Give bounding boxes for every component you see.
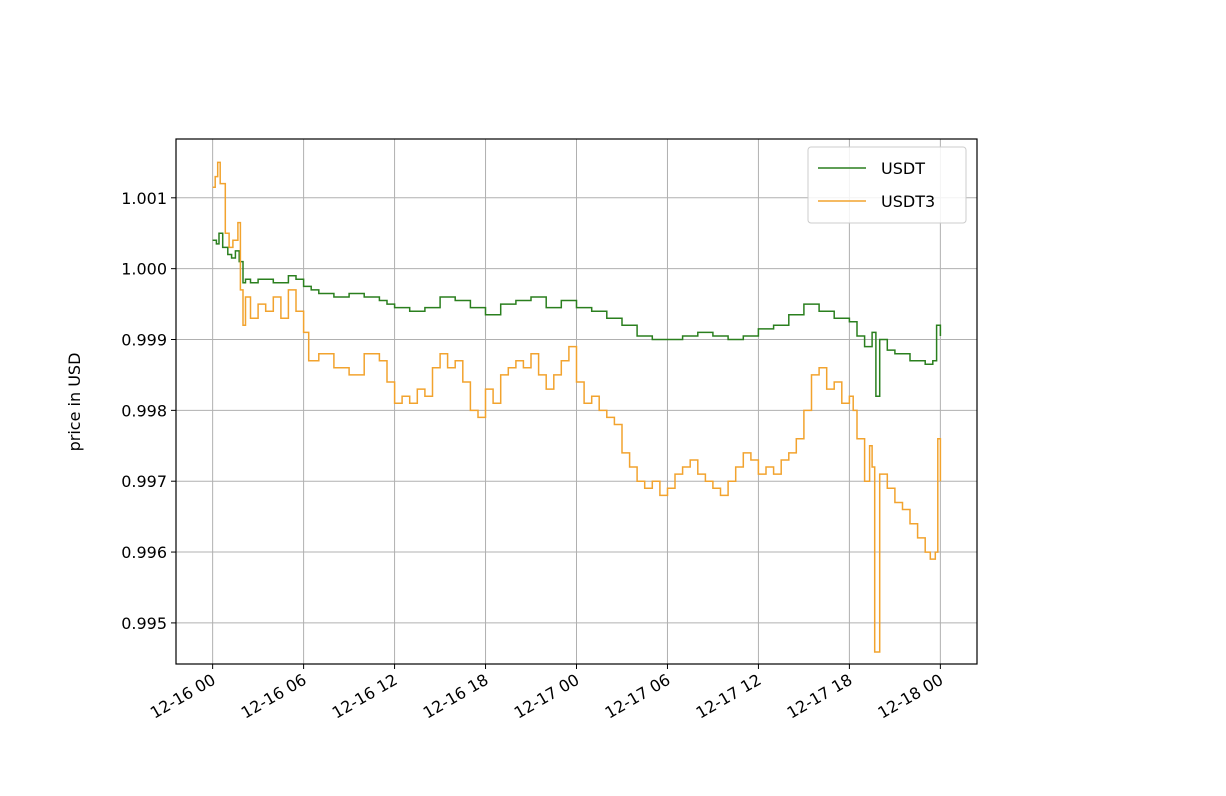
y-tick-label: 0.998 (121, 401, 167, 420)
legend-label-usdt3: USDT3 (881, 192, 935, 211)
legend-label-usdt: USDT (881, 159, 925, 178)
series-line-usdt (212, 232, 942, 397)
y-tick-label: 0.995 (121, 614, 167, 633)
series-layer (212, 161, 942, 653)
y-tick-label: 0.999 (121, 331, 167, 350)
y-axis-label: price in USD (65, 353, 84, 452)
legend-frame (807, 146, 967, 224)
series-line-usdt3 (212, 161, 942, 653)
y-tick-label: 1.001 (121, 189, 167, 208)
y-tick-label: 1.000 (121, 260, 167, 279)
y-tick-label: 0.996 (121, 543, 167, 562)
legend: USDT USDT3 (807, 146, 967, 224)
y-tick-label: 0.997 (121, 472, 167, 491)
